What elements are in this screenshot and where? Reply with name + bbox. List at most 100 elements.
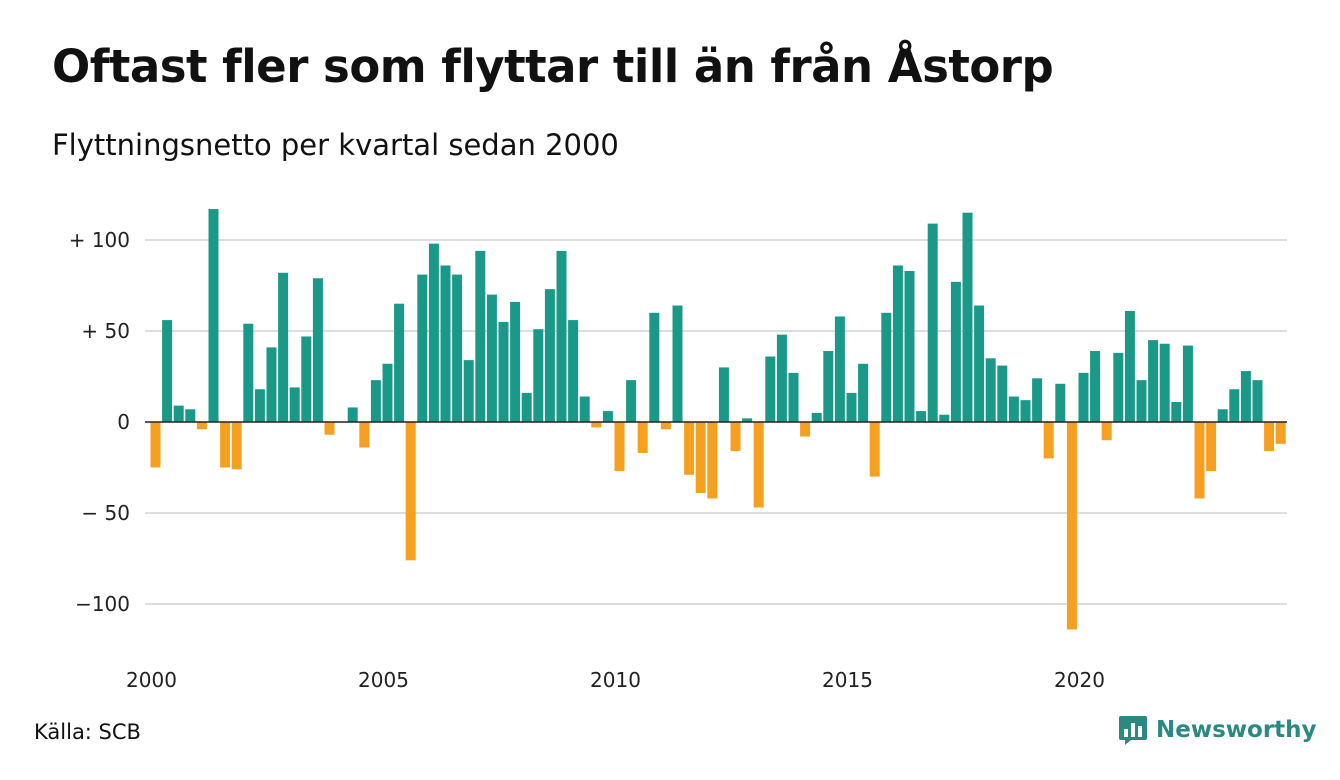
bar [185, 409, 196, 422]
bar [463, 360, 474, 422]
bar [266, 347, 277, 422]
bar [301, 336, 312, 422]
y-tick-label: + 50 [81, 319, 130, 343]
bar [1264, 422, 1275, 452]
bar [440, 265, 451, 422]
bar [1148, 340, 1159, 422]
bar [974, 305, 985, 422]
y-tick-label: 0 [117, 410, 130, 434]
brand-name: Newsworthy [1156, 717, 1317, 743]
bar [672, 305, 683, 422]
bar [289, 387, 300, 422]
bar [649, 312, 660, 422]
bar [776, 334, 787, 422]
bar [1090, 351, 1101, 422]
bar [208, 209, 219, 422]
bar [939, 414, 950, 422]
y-tick-label: − 50 [81, 501, 130, 525]
bar [498, 321, 509, 422]
bar [834, 316, 845, 422]
bar [173, 405, 184, 422]
bar [162, 320, 173, 422]
bar [243, 323, 254, 422]
bar [985, 358, 996, 422]
bar [1194, 422, 1205, 499]
x-axis-labels: 2000 2005 2010 2015 2020 [126, 668, 1105, 692]
bar [452, 274, 463, 422]
brand-logo[interactable]: Newsworthy [1118, 714, 1317, 746]
bar [846, 392, 857, 422]
bar [1182, 345, 1193, 422]
bar-chart-bubble-icon [1119, 716, 1147, 745]
bar [591, 422, 602, 428]
bar [150, 422, 161, 468]
x-tick-label: 2010 [590, 668, 641, 692]
bar [602, 411, 613, 422]
bar [533, 329, 544, 422]
bar [869, 422, 880, 477]
bar [811, 412, 822, 422]
bar [544, 289, 555, 422]
bar [1055, 383, 1066, 422]
bar [1252, 380, 1263, 422]
bar [695, 422, 706, 493]
bar [1229, 389, 1240, 422]
bar [196, 422, 207, 430]
bar [637, 422, 648, 453]
bar [823, 351, 834, 422]
bar [1008, 396, 1019, 422]
bar [1043, 422, 1054, 459]
bar [405, 422, 416, 561]
bar [881, 312, 892, 422]
bar [892, 265, 903, 422]
bar [1066, 422, 1077, 630]
bar [1159, 343, 1170, 422]
bar [324, 422, 335, 435]
bar [730, 422, 741, 452]
bar [370, 380, 381, 422]
bar [927, 223, 938, 422]
bar [753, 422, 764, 508]
bar [800, 422, 811, 437]
bar [1101, 422, 1112, 441]
bar [347, 407, 358, 422]
bar [614, 422, 625, 472]
bars [150, 209, 1286, 630]
bar [428, 243, 439, 422]
bar [1206, 422, 1217, 472]
x-tick-label: 2000 [126, 668, 177, 692]
bar [765, 356, 776, 422]
bar [1217, 409, 1228, 422]
bar [510, 301, 521, 422]
bar [1171, 401, 1182, 422]
bar [1275, 422, 1286, 444]
bar [1078, 372, 1089, 422]
bar [718, 367, 729, 422]
chart-title: Oftast fler som flyttar till än från Åst… [52, 40, 1054, 93]
x-tick-label: 2005 [358, 668, 409, 692]
x-tick-label: 2020 [1054, 668, 1105, 692]
bar [626, 380, 637, 422]
bar [707, 422, 718, 499]
bar [1113, 352, 1124, 422]
x-tick-label: 2015 [822, 668, 873, 692]
bar [417, 274, 428, 422]
bar [556, 250, 567, 422]
bar [359, 422, 370, 448]
bar [660, 422, 671, 430]
bar [1124, 310, 1135, 422]
y-tick-label: + 100 [69, 228, 130, 252]
bar [231, 422, 242, 470]
gridlines [145, 239, 1287, 605]
bar [312, 278, 323, 422]
bar [568, 320, 579, 422]
chart-subtitle: Flyttningsnetto per kvartal sedan 2000 [52, 128, 619, 162]
bar [254, 389, 265, 422]
bar [521, 392, 532, 422]
bar [1032, 378, 1043, 422]
bar [950, 281, 961, 422]
bar [858, 363, 869, 422]
bar [486, 294, 497, 422]
bar [220, 422, 231, 468]
